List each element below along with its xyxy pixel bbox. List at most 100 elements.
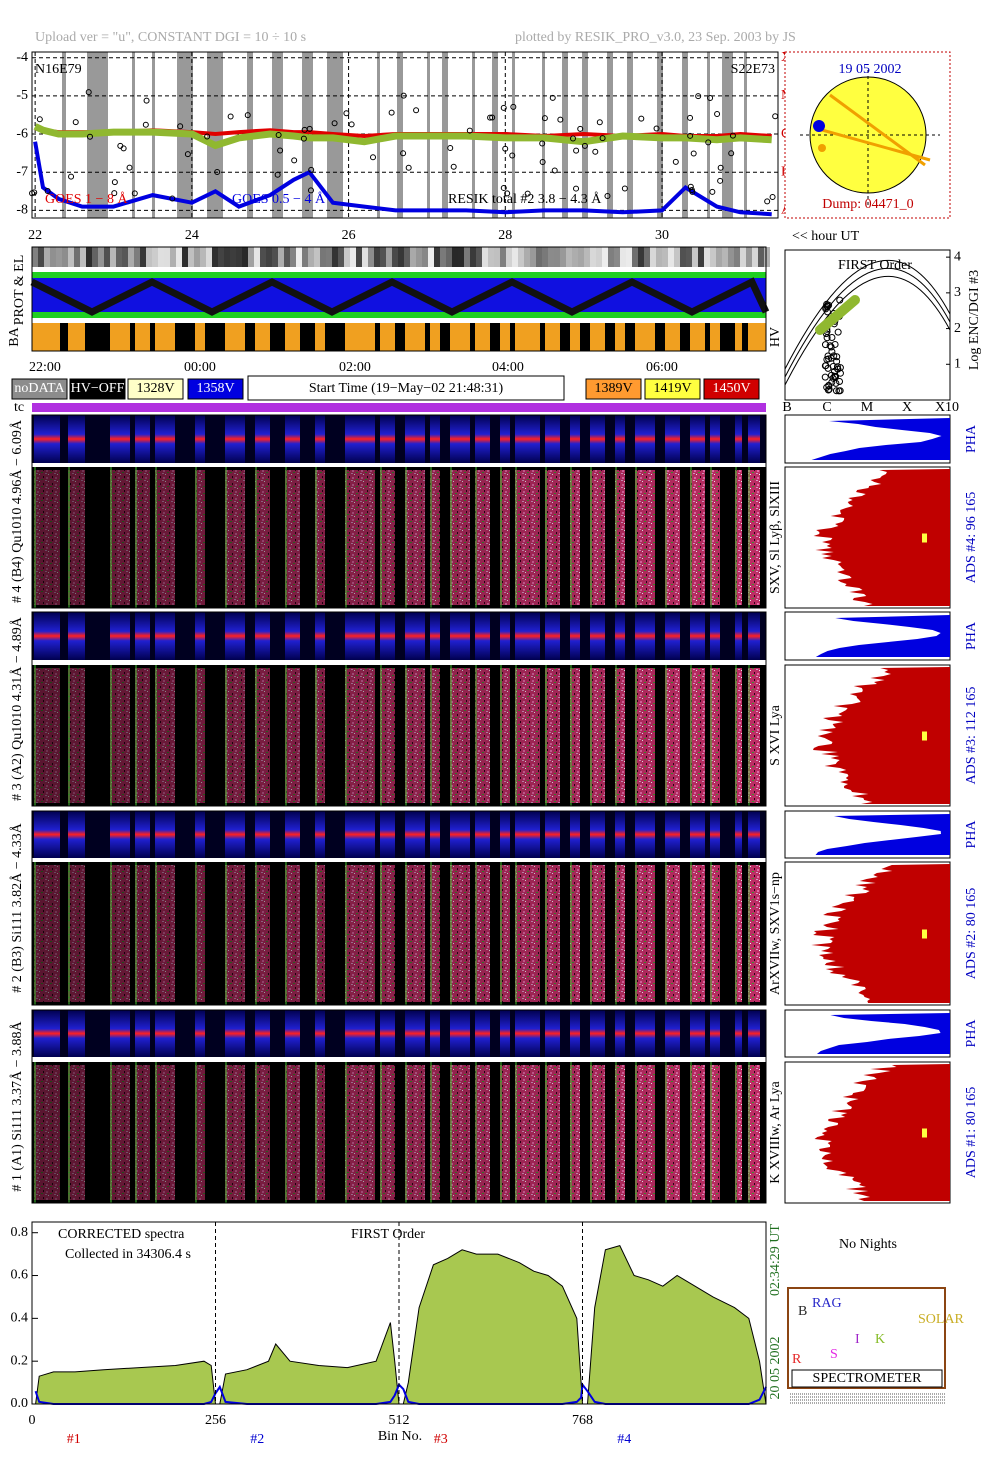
heat-big [500,865,510,1002]
time-label: 04:00 [492,360,524,375]
heat-small [450,612,470,660]
strip-ba-gap [720,323,735,351]
heat-small [315,612,325,660]
strip-gray [674,247,680,267]
strip-gray [212,247,218,267]
strip-ba-gap [510,323,515,351]
heat-big [665,1065,680,1200]
strip-ba-gap [325,323,345,351]
legend-label: RESIK total #2 3.8 − 4.3 Å [448,191,602,207]
heat-small [710,612,720,660]
heat-big [450,470,470,605]
scatter-deco [687,132,694,139]
strip-gray [572,247,578,267]
strip-gray [206,247,212,267]
heat-big [255,668,270,803]
heat-small [690,1010,705,1057]
strip-gray [422,247,428,267]
fo-point [827,343,835,351]
strip-gray [632,247,638,267]
y-tick-label: 0.0 [11,1396,29,1411]
strip-gray [92,247,98,267]
strip-gray [410,247,416,267]
scatter-deco [509,152,516,159]
scatter-deco [599,135,606,142]
sun-dump: Dump: 04471_0 [822,197,913,212]
heat-small [748,415,760,463]
heat-small [135,811,150,858]
scatter-deco [111,179,118,186]
heat-big [515,470,540,605]
strip-zigzag [30,277,770,316]
fo-point [828,378,836,386]
strip-gray [644,247,650,267]
strip-gray [110,247,116,267]
fo-point [826,342,834,350]
heat-small [34,1010,60,1057]
heat-big [635,668,655,803]
strip-gray [650,247,656,267]
heat-big [710,668,720,803]
strip-gray [620,247,626,267]
heat-big [735,470,742,605]
heat-small [515,1010,540,1057]
strip-gray [434,247,440,267]
heat-big [405,865,425,1002]
scatter-deco [169,195,176,202]
heat-small [710,415,720,463]
heat-small [748,1010,760,1057]
y-tick-label: -4 [16,50,28,65]
scatter-deco [764,198,771,205]
strip-gray [332,247,338,267]
heat-small [515,612,540,660]
fo-frame [784,249,951,401]
heat-small [225,612,245,660]
heat-frame [31,611,767,807]
logo-letter: K [875,1332,885,1347]
strip-gray [236,247,242,267]
logo-name-frame [791,1369,943,1388]
heat-small [405,612,425,660]
strip-gray [452,247,458,267]
heat-big [345,668,375,803]
legend-label: HV−OFF [71,381,125,396]
heat-small [135,415,150,463]
channel-line-label: S XVI Lya [768,704,783,765]
heat-big [135,668,150,803]
heat-big [195,865,205,1002]
legend-swatch [127,378,184,400]
heat-small [34,811,60,858]
strip-gray [308,247,314,267]
strip-gray [566,247,572,267]
strip-gray [662,247,668,267]
y-tick-label: 0.2 [11,1353,29,1368]
strip-ba-gap [375,323,380,351]
strip-ba-gap [175,323,195,351]
heat-big [545,865,560,1002]
channel-line-label: K XVIIIw, Ar Lya [768,1080,783,1183]
heat-small [195,612,205,660]
heat-small [690,811,705,858]
heat-frame [31,810,767,1006]
heat-big [405,470,425,605]
heat-big [155,470,175,605]
heat-big [710,865,720,1002]
scatter-deco [142,121,149,128]
strip-gray [758,247,764,267]
heat-small [195,811,205,858]
heat-small [135,612,150,660]
annotation: FIRST Order [351,1227,425,1242]
strip-gray [680,247,686,267]
heat-frame [31,1009,767,1204]
time-label: 02:00 [339,360,371,375]
strip-gray [266,247,272,267]
heat-small [345,612,375,660]
strip-gray [494,247,500,267]
heat-big [590,1065,605,1200]
scatter-deco [500,104,507,111]
heat-small [315,415,325,463]
heat-big [255,1065,270,1200]
heat-small [475,811,490,858]
scatter-deco [400,92,407,99]
strip-gray [734,247,740,267]
